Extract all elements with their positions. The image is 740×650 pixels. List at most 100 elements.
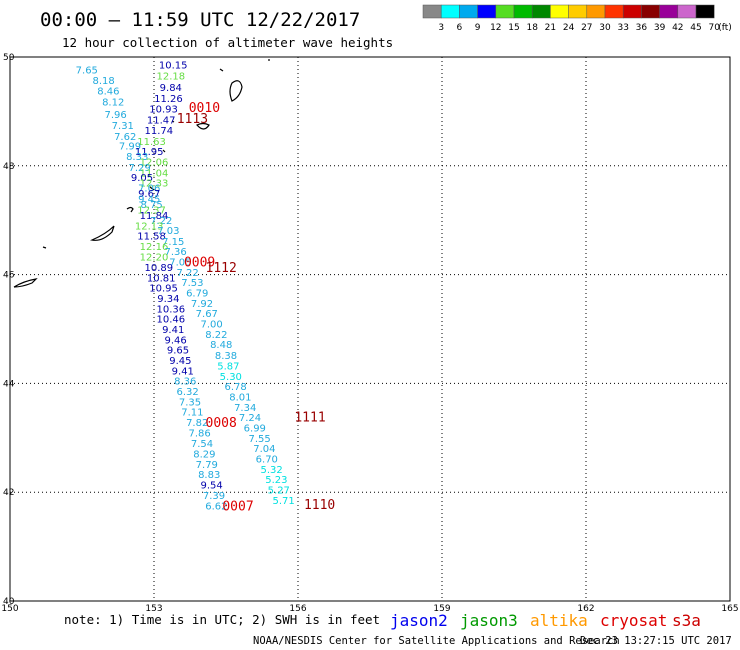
- pass-time-label: 0008: [206, 416, 237, 431]
- wave-height-value: 7.04: [253, 444, 275, 455]
- color-scale-swatch: [477, 4, 497, 19]
- wave-height-value: 10.36: [156, 304, 185, 315]
- wave-height-value: 5.32: [260, 465, 282, 476]
- wave-height-value: 6.78: [224, 382, 246, 393]
- wave-height-value: 7.82: [186, 418, 208, 429]
- wave-height-value: 6.32: [176, 387, 198, 398]
- wave-height-value: 5.87: [217, 361, 239, 372]
- wave-height-value: 8.48: [210, 340, 232, 351]
- wave-height-value: 9.41: [162, 325, 184, 336]
- wave-height-value: 7.53: [181, 278, 203, 289]
- wave-height-value: 9.41: [172, 366, 194, 377]
- wave-height-value: 7.65: [76, 66, 98, 77]
- wave-height-value: 7.31: [112, 121, 134, 132]
- wave-height-value: 11.74: [144, 126, 173, 137]
- wave-height-value: 11.95: [135, 147, 164, 158]
- satellite-legend: jason2 jason3 altika cryosat s3a: [390, 611, 701, 630]
- wave-height-value: 11.26: [154, 94, 183, 105]
- color-scale-label: 9: [475, 23, 481, 33]
- wave-height-value: 10.46: [156, 315, 185, 326]
- x-tick-label: 162: [577, 604, 594, 614]
- pass-time-label: 0007: [222, 499, 253, 514]
- wave-height-value: 9.34: [157, 294, 179, 305]
- color-scale-label: 12: [490, 23, 501, 33]
- wave-height-value: 7.34: [234, 403, 256, 414]
- wave-height-value: 10.81: [147, 273, 176, 284]
- color-scale-swatch: [459, 4, 478, 19]
- wave-height-value: 11.84: [140, 211, 169, 222]
- wave-height-value: 9.05: [131, 173, 153, 184]
- y-tick-label: 48: [3, 162, 15, 172]
- wave-height-value: 7.03: [157, 226, 179, 237]
- pass-time-label: 1113: [177, 112, 208, 127]
- wave-height-value: 10.95: [149, 284, 178, 295]
- color-scale-swatch: [422, 4, 442, 19]
- color-scale-swatch: [695, 4, 715, 19]
- footer-note: note: 1) Time is in UTC; 2) SWH is in fe…: [64, 612, 380, 627]
- plot-frame: [9, 56, 731, 602]
- wave-height-value: 7.22: [176, 268, 198, 279]
- satellite-legend-s3a: s3a: [672, 611, 701, 630]
- wave-height-value: 5.30: [220, 372, 242, 383]
- wave-height-value: 7.79: [196, 460, 218, 471]
- y-tick-label: 40: [3, 597, 15, 607]
- x-tick-label: 156: [289, 604, 306, 614]
- color-scale-label: 15: [508, 23, 519, 33]
- wave-height-value: 12.06: [140, 157, 169, 168]
- wave-height-value: 12.20: [140, 253, 169, 264]
- wave-height-value: 12.37: [137, 205, 166, 216]
- wave-height-value: 7.54: [191, 439, 213, 450]
- wave-height-value: 8.75: [140, 200, 162, 211]
- wave-height-value: 7.24: [239, 413, 261, 424]
- color-scale-swatch: [513, 4, 533, 19]
- color-scale-label: 45: [690, 23, 701, 33]
- color-scale-label: 27: [581, 23, 592, 33]
- pass-time-label: 1112: [206, 261, 237, 276]
- color-scale-swatch: [604, 4, 624, 19]
- wave-height-value: 7.11: [181, 408, 203, 419]
- wave-height-value: 7.86: [188, 428, 210, 439]
- wave-height-value: 9.84: [160, 83, 182, 94]
- color-scale-label: 42: [672, 23, 683, 33]
- wave-height-value: 9.46: [164, 335, 186, 346]
- color-scale-legend: 3 6 9 12 15 18 21 24 27 30 33 36 39 42 45 70(ft): [422, 4, 732, 33]
- y-tick-label: 50: [3, 53, 15, 63]
- wave-height-value: 11.58: [137, 231, 166, 242]
- x-tick-label: 153: [145, 604, 162, 614]
- wave-height-value: 7.92: [191, 299, 213, 310]
- wave-height-values: 10.15 7.65 12.18 8.18 9.84 8.46 11.26 8.12 10.93…: [76, 61, 295, 513]
- y-tick-label: 46: [3, 271, 15, 281]
- wave-height-value: 6.70: [256, 454, 278, 465]
- satellite-legend-jason2: jason2: [390, 611, 448, 630]
- pass-time-label: 0009: [184, 256, 215, 271]
- wave-height-value: 7.00: [200, 320, 222, 331]
- wave-height-value: 9.65: [167, 346, 189, 357]
- wave-height-value: 12.33: [140, 179, 169, 190]
- satellite-legend-altika: altika: [530, 611, 588, 630]
- wave-height-value: 7.55: [248, 434, 270, 445]
- wave-height-value: 9.54: [200, 481, 222, 492]
- wave-height-value: 6.79: [186, 289, 208, 300]
- wave-height-value: 7.96: [104, 110, 126, 121]
- color-scale-swatch: [495, 4, 515, 19]
- color-scale-label: 36: [636, 23, 648, 33]
- wave-height-value: 12.16: [140, 242, 169, 253]
- color-scale-swatch: [622, 4, 642, 19]
- wave-height-value: 7.99: [119, 142, 141, 153]
- chart-subtitle: 12 hour collection of altimeter wave hei…: [62, 35, 393, 50]
- chart-title: 00:00 – 11:59 UTC 12/22/2017: [40, 9, 360, 31]
- color-scale-label: 70: [708, 23, 720, 33]
- wave-height-value: 8.83: [198, 470, 220, 481]
- wave-height-value: 9.67: [138, 189, 160, 200]
- wave-height-value: 8.18: [92, 76, 114, 87]
- color-scale-label: 30: [599, 23, 611, 33]
- wave-height-value: 10.93: [149, 105, 178, 116]
- wave-height-value: 8.36: [174, 377, 196, 388]
- plot-area: 150 153 156 159 162 165 40 42 44 46 48 50 10.15 7.65…: [1, 53, 738, 614]
- wave-height-value: 9.45: [138, 194, 160, 205]
- coastline: [13, 59, 270, 288]
- x-tick-label: 159: [433, 604, 450, 614]
- wave-height-value: 7.36: [164, 247, 186, 258]
- wave-height-value: 5.27: [268, 485, 290, 496]
- wave-height-value: 5.71: [272, 496, 294, 507]
